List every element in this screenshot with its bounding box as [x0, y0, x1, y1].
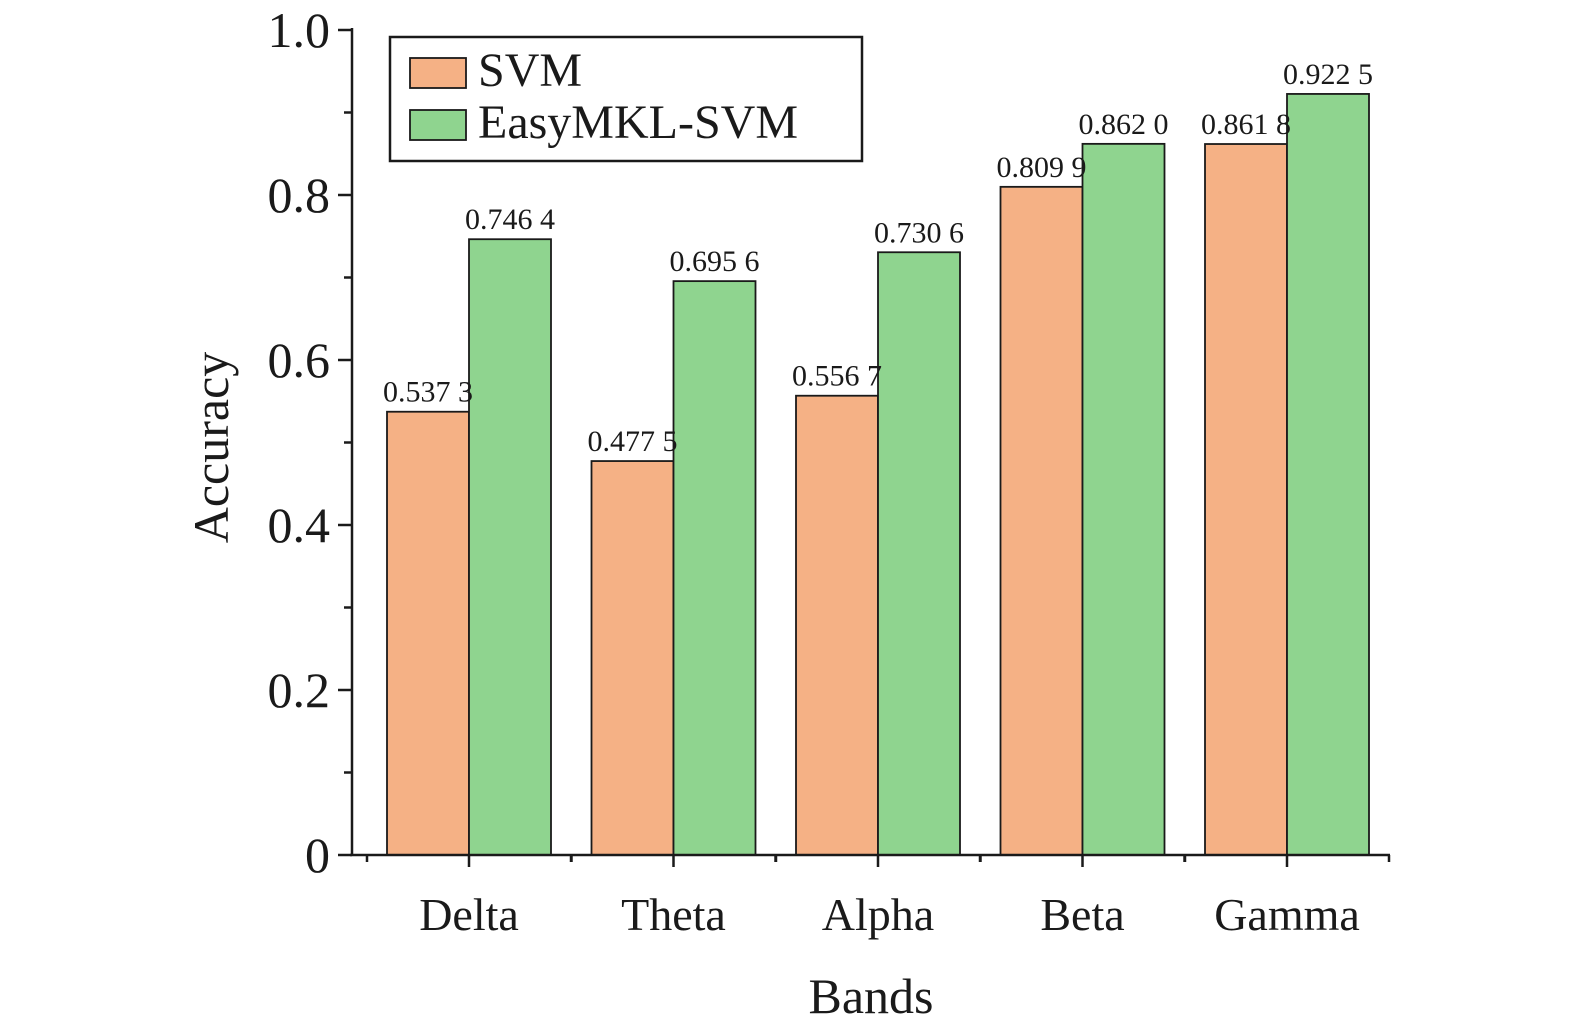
bar-svm-beta	[999, 185, 1084, 856]
x-category-label: Delta	[419, 889, 519, 940]
data-label: 0.922 5	[1283, 58, 1373, 91]
y-axis-ticks: 0 0.2 0.4 0.6 0.8 1.0	[268, 2, 352, 883]
bar-easymkl-svm-gamma	[1286, 93, 1370, 856]
bar-easymkl-svm-delta	[468, 238, 552, 856]
data-label: 0.809 9	[997, 151, 1087, 184]
y-tick-label: 0.6	[268, 332, 331, 388]
x-category-label: Theta	[621, 889, 726, 940]
legend-label: SVM	[478, 44, 582, 97]
y-axis-title: Accuracy	[183, 352, 239, 544]
y-tick-label: 0.8	[268, 167, 331, 223]
legend-box	[388, 35, 864, 163]
bar-svm-gamma	[1204, 143, 1288, 856]
data-label: 0.746 4	[465, 203, 555, 236]
x-category-label: Alpha	[822, 889, 934, 940]
y-tick-label: 1.0	[268, 2, 331, 58]
data-label: 0.477 5	[588, 425, 678, 458]
bar-easymkl-svm-beta	[1081, 142, 1166, 856]
x-category-label: Gamma	[1214, 889, 1360, 940]
y-tick-label: 0.2	[268, 662, 331, 718]
x-axis-ticks: Delta Theta Alpha Beta Gamma	[365, 855, 1391, 940]
bar-svm-delta	[386, 410, 470, 856]
data-label: 0.537 3	[383, 376, 473, 409]
legend-swatch	[409, 57, 467, 89]
data-labels-group: 0.537 3 0.477 5 0.556 7 0.809 9 0.861 8 0.746…	[383, 58, 1373, 458]
legend-label: EasyMKL-SVM	[478, 96, 798, 149]
bar-svm-alpha	[795, 394, 879, 856]
y-tick-label: 0	[305, 827, 330, 883]
data-label: 0.730 6	[874, 216, 964, 249]
bars-group	[386, 93, 1370, 856]
data-label: 0.695 6	[670, 245, 760, 278]
x-axis-title: Bands	[809, 968, 934, 1024]
bar-easymkl-svm-alpha	[877, 251, 961, 856]
bar-easymkl-svm-theta	[672, 280, 757, 856]
axes-group	[350, 28, 1390, 857]
legend-swatch	[409, 109, 467, 141]
x-category-label: Beta	[1040, 889, 1124, 940]
data-label: 0.861 8	[1201, 108, 1291, 141]
bar-svm-theta	[590, 460, 675, 856]
data-label: 0.556 7	[792, 360, 882, 393]
data-label: 0.862 0	[1079, 108, 1169, 141]
y-tick-label: 0.4	[268, 497, 331, 553]
